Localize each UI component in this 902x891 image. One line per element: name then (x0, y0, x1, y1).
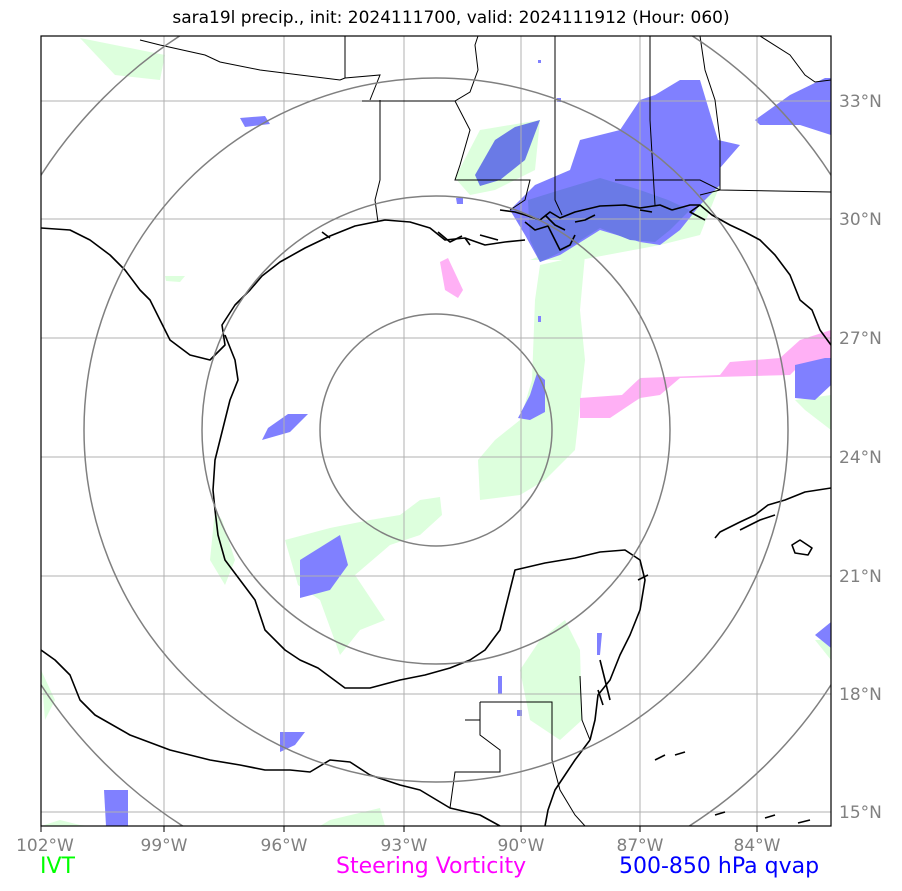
legend-steering-vorticity: Steering Vorticity (336, 854, 527, 879)
lat-label: 30°N (839, 210, 882, 230)
lat-label: 24°N (839, 448, 882, 468)
lat-label: 21°N (839, 567, 882, 587)
qvap-dark-overlap (475, 120, 690, 262)
lon-label: 84°W (734, 836, 781, 856)
map-frame (40, 35, 832, 827)
lon-label: 99°W (141, 836, 188, 856)
lon-label: 93°W (381, 836, 428, 856)
political-borders (139, 36, 831, 826)
lon-label: 87°W (617, 836, 664, 856)
lon-label: 90°W (498, 836, 545, 856)
gridlines (41, 36, 831, 826)
map-title: sara19l precip., init: 2024111700, valid… (172, 8, 730, 28)
lat-label: 15°N (839, 803, 882, 823)
lat-label: 18°N (839, 685, 882, 705)
lat-label: 27°N (839, 329, 882, 349)
legend-qvap: 500-850 hPa qvap (619, 854, 820, 879)
vorticity-field (440, 258, 831, 418)
lon-label: 96°W (261, 836, 308, 856)
lon-label: 102°W (16, 836, 74, 856)
lat-label: 33°N (839, 92, 882, 112)
legend-ivt: IVT (40, 854, 75, 879)
